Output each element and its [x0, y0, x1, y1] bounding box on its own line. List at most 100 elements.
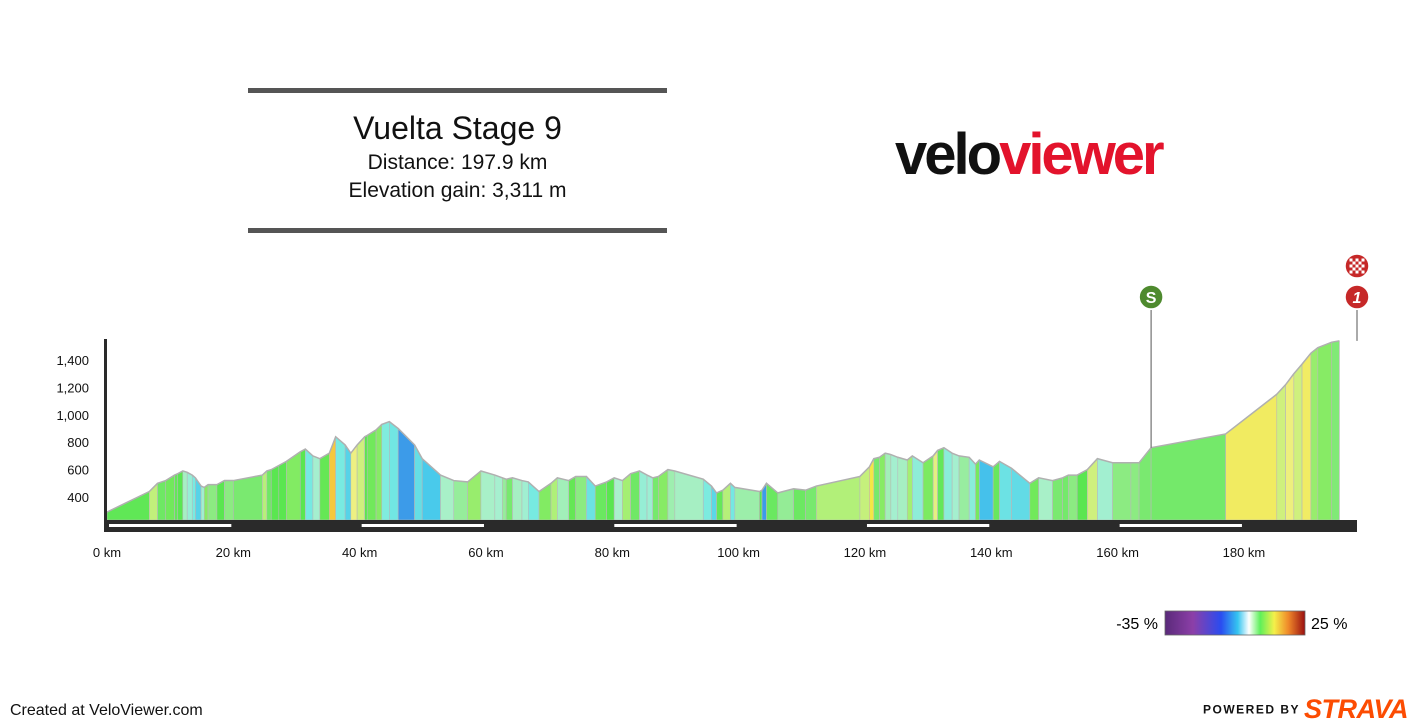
profile-segment [805, 485, 817, 521]
title-box: Vuelta Stage 9 Distance: 197.9 km Elevat… [248, 88, 667, 233]
powered-by-strava: POWERED BY STRAVA [1203, 694, 1409, 725]
profile-segment [992, 460, 1000, 521]
profile-segment [366, 429, 377, 521]
checker-square [1352, 264, 1356, 268]
sprint-marker-letter: S [1146, 290, 1157, 307]
distance-line: Distance: 197.9 km [367, 151, 548, 174]
profile-segment [440, 474, 455, 521]
profile-segments [106, 340, 1340, 521]
gradient-legend: -35 % 25 % [1116, 610, 1347, 636]
profile-segment [613, 477, 623, 521]
profile-segment [1068, 474, 1078, 521]
checker-square [1355, 267, 1359, 271]
profile-outline [106, 340, 1340, 513]
profile-segment [958, 455, 970, 521]
sprint-marker-badge [1138, 284, 1164, 310]
checker-square [1358, 270, 1362, 274]
profile-segment [216, 480, 225, 521]
profile-segment [1076, 469, 1088, 521]
profile-segment [356, 435, 366, 521]
axes: 0 km 20 km 40 km 60 km 80 km 100 km 120 km 140 … [56, 339, 1357, 560]
profile-segment [550, 477, 558, 521]
profile-segment [716, 489, 724, 521]
profile-segment [494, 474, 503, 521]
profile-segment [873, 456, 880, 521]
checker-square [1358, 261, 1362, 265]
profile-segment [897, 456, 908, 521]
profile-segment [884, 452, 892, 521]
profile-segment [951, 452, 960, 521]
checker-square [1361, 270, 1365, 274]
profile-segment [652, 476, 659, 521]
profile-segment [512, 477, 523, 521]
profile-segment [165, 474, 175, 521]
x-tick-label: 180 km [1223, 545, 1266, 560]
profile-segment [932, 449, 938, 521]
profile-segment [1029, 477, 1039, 521]
profile-segment [1225, 393, 1278, 521]
profile-segment [1062, 474, 1069, 521]
profile-segment [1097, 458, 1113, 521]
profile-segment [174, 473, 179, 521]
profile-segment [575, 476, 587, 521]
y-tick-label: 1,000 [56, 408, 89, 423]
profile-segment [364, 434, 368, 521]
distance-axis-stripe [1119, 524, 1242, 527]
x-tick-label: 60 km [468, 545, 503, 560]
profile-segment [381, 421, 390, 521]
profile-segment [1112, 462, 1132, 521]
y-tick-label: 1,400 [56, 353, 89, 368]
profile-segment [305, 448, 314, 521]
checker-square [1349, 258, 1353, 262]
profile-segment [890, 454, 899, 521]
profile-segment [622, 473, 631, 521]
profile-segment [538, 482, 552, 521]
profile-segment [1301, 352, 1312, 521]
profile-segment [658, 469, 669, 521]
profile-segment [186, 471, 193, 521]
climb-category-number: 1 [1353, 290, 1362, 307]
x-tick-label: 0 km [93, 545, 121, 560]
profile-segment [191, 474, 196, 521]
profile-segment [350, 444, 358, 521]
x-tick-label: 80 km [595, 545, 630, 560]
profile-segment [639, 470, 648, 521]
profile-segment [200, 485, 205, 521]
title-bottom-rule [248, 228, 667, 233]
profile-segment [505, 477, 513, 521]
checker-square [1352, 267, 1356, 271]
checker-square [1349, 264, 1353, 268]
logo-part-viewer: viewer [999, 122, 1165, 187]
logo-part-velo: velo [895, 122, 1002, 187]
profile-segment [1293, 363, 1303, 521]
profile-segment [568, 475, 576, 521]
profile-segment [453, 480, 468, 521]
legend-color-bar [1164, 610, 1306, 636]
profile-segment [606, 477, 615, 521]
profile-segment [312, 455, 321, 521]
profile-segment [319, 452, 330, 521]
x-tick-label: 20 km [216, 545, 251, 560]
checker-square [1355, 261, 1359, 265]
checker-square [1361, 261, 1365, 265]
x-tick-label: 140 km [970, 545, 1013, 560]
profile-segment [1310, 347, 1319, 521]
checker-square [1355, 258, 1359, 262]
profile-segment [299, 448, 306, 521]
profile-segment [968, 456, 976, 521]
profile-segment [521, 480, 529, 521]
elevation-axis-line [104, 339, 107, 520]
x-tick-label: 100 km [717, 545, 760, 560]
profile-segment [262, 470, 268, 521]
x-tick-label: 120 km [844, 545, 887, 560]
profile-segment [999, 460, 1012, 521]
y-tick-label: 400 [67, 490, 89, 505]
profile-segment [224, 480, 234, 521]
distance-axis-stripe [614, 524, 737, 527]
profile-segment [344, 443, 352, 521]
profile-segment [816, 476, 861, 521]
checker-square [1352, 261, 1356, 265]
profile-segment [177, 470, 184, 521]
profile-segment [203, 484, 209, 521]
